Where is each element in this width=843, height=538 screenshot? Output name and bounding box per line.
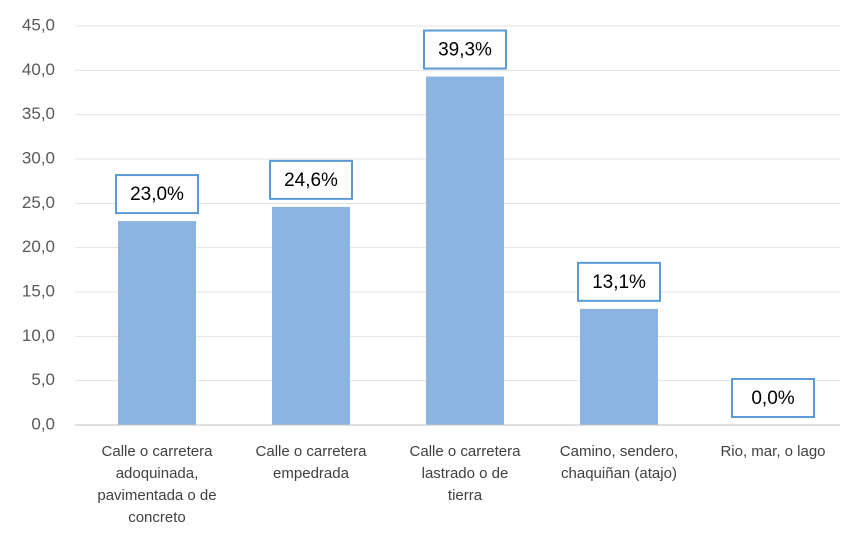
data-label-box — [269, 159, 353, 200]
bar — [426, 76, 504, 425]
y-tick-label: 0,0 — [31, 414, 55, 433]
y-tick-label: 25,0 — [22, 193, 55, 212]
y-tick-label: 5,0 — [31, 370, 55, 389]
x-tick-label: Calle o carretera empedrada — [255, 443, 367, 482]
x-tick-label: Calle o carretera lastrado o de tierra — [409, 443, 521, 504]
data-label: 24,6% — [284, 170, 338, 191]
data-label-box — [731, 378, 815, 418]
bar — [118, 221, 196, 425]
data-label: 0,0% — [751, 388, 794, 409]
data-label: 39,3% — [438, 40, 492, 61]
y-tick-label: 20,0 — [22, 237, 55, 256]
x-tick-label: Camino, sendero, chaquiñan (atajo) — [559, 443, 679, 482]
y-tick-label: 15,0 — [22, 281, 55, 300]
x-tick-label: Rio, mar, o lago — [720, 443, 826, 460]
y-tick-label: 30,0 — [22, 148, 55, 167]
data-label-box — [115, 174, 199, 215]
y-tick-label: 10,0 — [22, 326, 55, 345]
bar — [580, 308, 658, 425]
y-tick-label: 40,0 — [22, 60, 55, 79]
data-label-box — [423, 29, 507, 70]
x-tick-label: Calle o carretera adoquinada, pavimentad… — [97, 443, 217, 526]
data-label: 23,0% — [130, 184, 184, 205]
y-tick-label: 35,0 — [22, 104, 55, 123]
data-label: 13,1% — [592, 272, 646, 293]
data-label-box — [577, 261, 661, 302]
y-tick-label: 45,0 — [22, 15, 55, 34]
bar — [272, 206, 350, 425]
